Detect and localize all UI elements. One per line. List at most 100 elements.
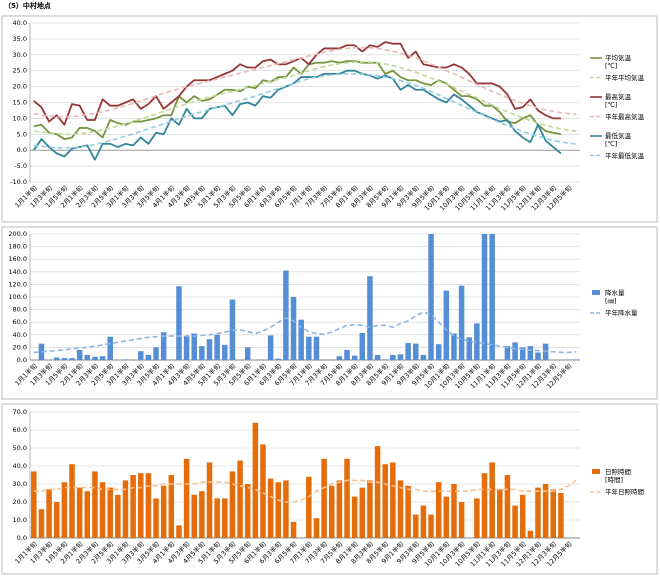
bar — [458, 285, 465, 360]
bar — [420, 354, 427, 360]
bar — [244, 347, 251, 360]
bar — [497, 489, 503, 538]
bar — [214, 498, 220, 538]
bar — [122, 359, 129, 360]
bar — [504, 475, 511, 538]
legend-label: 平年平均気温 — [605, 73, 644, 82]
bar — [535, 352, 541, 360]
bar — [397, 354, 404, 360]
bar — [99, 482, 106, 538]
bar — [107, 487, 113, 538]
bar — [222, 498, 228, 538]
bar — [191, 494, 197, 538]
bar — [336, 356, 343, 360]
bar — [527, 346, 534, 360]
bar — [328, 485, 335, 538]
bar — [519, 494, 526, 538]
bar — [481, 473, 488, 538]
bar — [351, 355, 358, 360]
y-tick-label: 35.0 — [13, 35, 27, 43]
bar — [321, 458, 327, 538]
panel — [1, 15, 658, 223]
bar — [451, 333, 457, 360]
y-tick-label: 30.0 — [13, 480, 27, 488]
bar — [275, 482, 282, 538]
legend-label: 平年日照時間 — [605, 488, 644, 496]
line-series — [33, 41, 561, 126]
bar — [84, 491, 91, 538]
bar — [183, 336, 190, 360]
y-tick-label: 20.0 — [13, 343, 27, 351]
bar — [61, 358, 68, 360]
bar — [542, 484, 549, 538]
bar — [99, 356, 106, 360]
y-tick-label: 70.0 — [13, 408, 27, 416]
bar — [206, 339, 213, 360]
y-tick-label: 120.0 — [8, 280, 27, 288]
bar — [298, 319, 304, 360]
bar — [413, 514, 419, 538]
y-tick-label: 140.0 — [8, 268, 27, 276]
legend-label: 最低気温 [℃] — [605, 132, 631, 148]
bar — [489, 234, 495, 360]
y-tick-label: 100.0 — [8, 293, 27, 301]
legend-label: 平年最低気温 — [605, 151, 644, 160]
bar — [481, 234, 488, 360]
bar — [474, 323, 480, 360]
bar — [435, 344, 442, 360]
bar — [306, 336, 312, 360]
bar — [252, 422, 259, 538]
bar — [367, 276, 373, 360]
bar — [38, 509, 45, 538]
bar — [260, 444, 266, 538]
bar — [283, 270, 289, 360]
bar — [244, 484, 251, 538]
bar — [512, 505, 518, 538]
bar — [31, 471, 37, 538]
bar — [428, 514, 434, 538]
bar — [344, 349, 350, 360]
line-series — [33, 61, 577, 136]
bar — [367, 480, 373, 538]
bar — [351, 496, 358, 538]
bar — [53, 502, 60, 538]
bar — [458, 502, 465, 538]
bar — [405, 485, 411, 538]
y-tick-label: 40.0 — [13, 462, 27, 470]
bar — [390, 462, 396, 538]
bar — [504, 346, 511, 360]
bar — [267, 478, 274, 538]
bar — [413, 343, 419, 360]
bar — [519, 347, 526, 360]
bar — [76, 487, 83, 538]
bar — [306, 476, 312, 538]
bar — [390, 354, 396, 360]
bar — [46, 489, 52, 538]
bar — [168, 475, 175, 538]
bar — [558, 493, 564, 538]
y-tick-label: 5.0 — [17, 130, 27, 138]
bar — [313, 336, 320, 360]
bar — [405, 342, 411, 360]
y-tick-label: -10.0 — [10, 178, 27, 186]
bar — [229, 471, 236, 538]
bar — [76, 349, 83, 360]
bar — [138, 351, 144, 360]
bar — [359, 332, 366, 360]
bar — [69, 358, 75, 360]
bar — [61, 482, 68, 538]
bar — [290, 297, 297, 360]
y-tick-label: 60.0 — [13, 318, 27, 326]
legend-label: 降水量 [㎜] — [605, 289, 625, 305]
bar — [199, 491, 205, 538]
y-tick-label: 15.0 — [13, 99, 27, 107]
line-series — [33, 46, 577, 118]
bar — [573, 359, 579, 360]
bar — [160, 485, 167, 538]
bar — [374, 446, 381, 538]
bar — [550, 489, 557, 538]
y-tick-label: 20.0 — [13, 498, 27, 506]
bar — [420, 505, 427, 538]
bar — [382, 464, 388, 538]
